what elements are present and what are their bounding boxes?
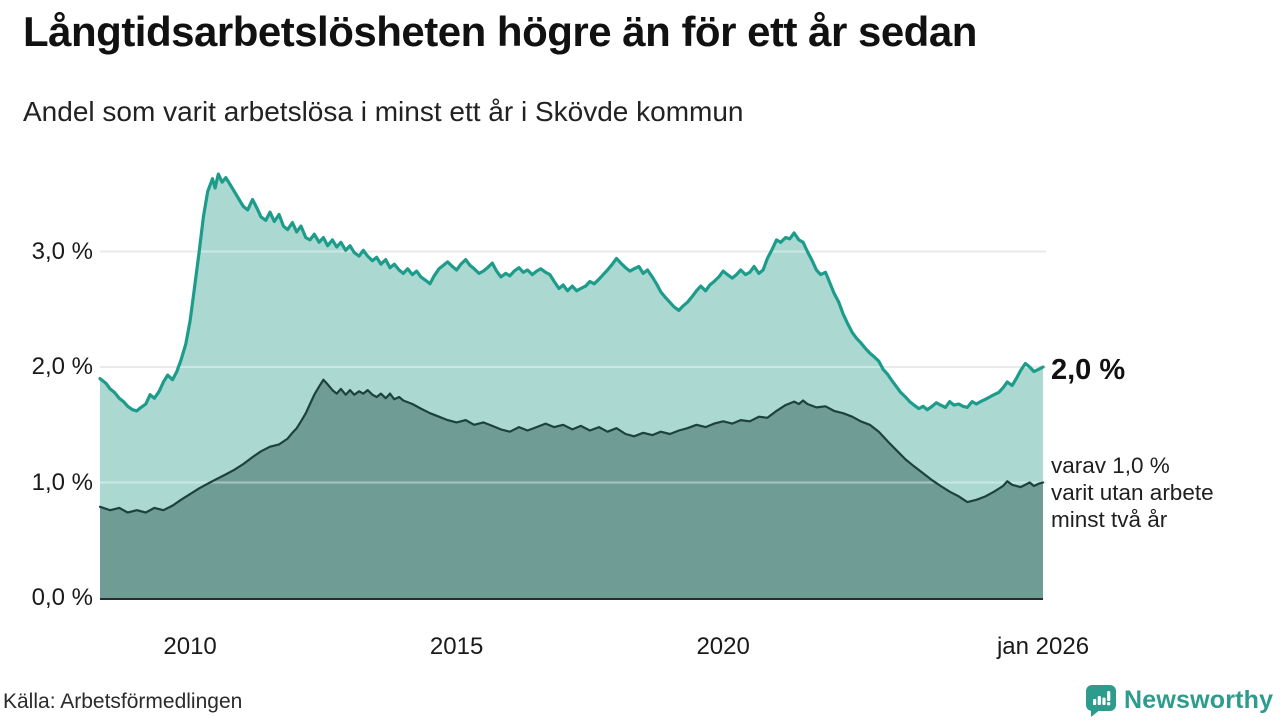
newsworthy-icon: [1085, 685, 1116, 717]
annotation-line: minst två år: [1051, 507, 1168, 532]
two-year-annotation: varav 1,0 % varit utan arbete minst två år: [1051, 452, 1214, 533]
latest-value-label: 2,0 %: [1051, 354, 1126, 386]
series-line-0: [98, 172, 1045, 413]
annotation-line: varav 1,0 %: [1051, 453, 1170, 478]
y-tick-label: 3,0 %: [31, 237, 93, 265]
newsworthy-wordmark: Newsworthy: [1124, 686, 1274, 714]
x-tick-label: 2020: [696, 633, 750, 660]
page-title: Långtidsarbetslösheten högre än för ett …: [23, 8, 977, 55]
area-fill-1: [100, 379, 1043, 598]
y-tick-label: 2,0 %: [31, 353, 93, 380]
x-tick-label: 2015: [429, 633, 484, 660]
chart-subtitle: Andel som varit arbetslösa i minst ett å…: [23, 96, 744, 127]
series-line-1: [98, 378, 1045, 514]
y-tick-label: 0,0 %: [31, 584, 93, 611]
x-tick-label: jan 2026: [996, 633, 1090, 660]
source-note: Källa: Arbetsförmedlingen: [3, 690, 243, 713]
annotation-line: varit utan arbete: [1051, 480, 1214, 505]
x-tick-label: 2010: [163, 633, 217, 660]
newsworthy-logo: Newsworthy: [1085, 684, 1273, 717]
y-tick-label: 1,0 %: [31, 468, 93, 496]
